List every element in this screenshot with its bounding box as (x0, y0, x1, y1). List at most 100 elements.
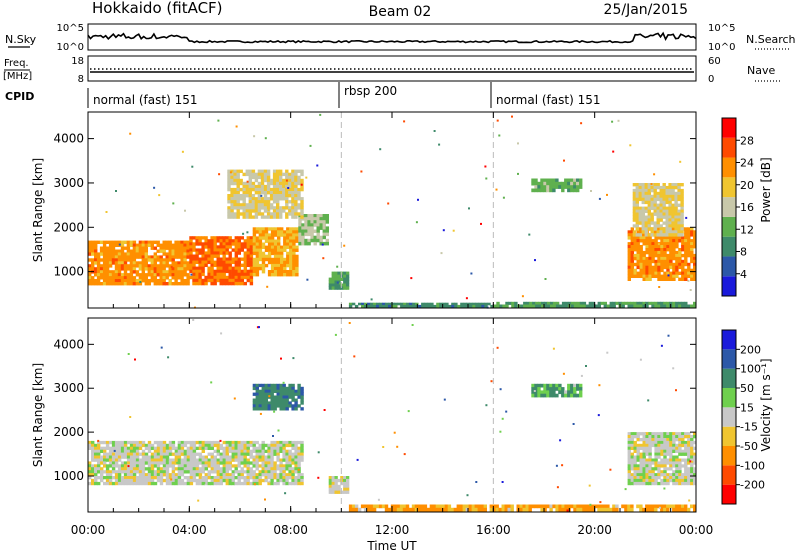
data-cell (648, 277, 652, 281)
data-cell (261, 242, 266, 246)
data-cell (671, 206, 675, 210)
data-cell (360, 504, 365, 509)
data-cell (219, 476, 223, 480)
data-cell (653, 203, 657, 207)
data-cell (462, 507, 466, 512)
data-cell (276, 203, 280, 207)
data-cell (189, 481, 194, 486)
scatter-cell (598, 384, 601, 387)
data-cell (236, 209, 240, 213)
data-cell (91, 446, 95, 450)
data-cell (141, 455, 146, 459)
data-cell (665, 188, 669, 193)
data-cell (263, 191, 268, 195)
data-cell (201, 272, 205, 277)
data-cell (288, 461, 292, 465)
data-cell (693, 239, 697, 243)
data-cell (258, 254, 263, 259)
data-cell (192, 278, 196, 283)
data-cell (234, 245, 238, 249)
data-cell (225, 461, 229, 465)
scatter-cell (191, 165, 194, 168)
data-cell (132, 267, 137, 271)
data-cell (501, 504, 505, 509)
data-cell (91, 443, 95, 448)
data-cell (291, 481, 295, 486)
data-cell (132, 461, 137, 465)
noise-right-label: N.Search (746, 33, 796, 46)
data-cell (346, 484, 350, 489)
data-cell (261, 245, 266, 249)
scatter-cell (284, 492, 287, 495)
data-cell (132, 464, 137, 468)
data-cell (672, 227, 676, 231)
data-cell (564, 301, 569, 305)
data-cell (630, 239, 634, 243)
data-cell (261, 443, 265, 448)
data-cell (186, 481, 191, 486)
data-cell (294, 452, 298, 456)
data-cell (663, 265, 667, 270)
data-cell (627, 248, 631, 252)
data-cell (662, 209, 666, 213)
data-cell (129, 464, 134, 468)
data-cell (117, 279, 122, 283)
data-cell (525, 507, 529, 512)
data-cell (660, 435, 664, 439)
data-cell (255, 389, 259, 393)
data-cell (147, 449, 152, 453)
data-cell (270, 392, 274, 396)
data-cell (546, 188, 550, 193)
data-cell (297, 404, 301, 408)
data-cell (255, 440, 259, 445)
data-cell (207, 278, 211, 283)
data-cell (126, 481, 131, 486)
data-cell (627, 245, 631, 249)
data-cell (675, 504, 679, 509)
data-cell (260, 206, 265, 210)
data-cell (334, 490, 338, 494)
data-cell (231, 452, 235, 456)
data-cell (102, 243, 107, 247)
data-cell (636, 443, 640, 448)
data-cell (264, 386, 268, 391)
data-cell (475, 302, 479, 306)
data-cell (105, 279, 110, 283)
data-cell (255, 257, 260, 262)
data-cell (213, 443, 217, 448)
data-cell (687, 440, 691, 445)
data-cell (288, 191, 292, 195)
data-cell (150, 452, 155, 456)
scatter-cell (555, 464, 558, 467)
data-cell (671, 197, 675, 202)
data-cell (114, 279, 119, 283)
data-cell (684, 461, 688, 465)
data-cell (252, 443, 256, 448)
data-cell (294, 194, 298, 198)
data-cell (233, 194, 237, 198)
data-cell (279, 209, 283, 213)
data-cell (547, 301, 551, 305)
data-cell (240, 452, 244, 456)
data-cell (477, 504, 481, 509)
data-cell (180, 240, 184, 244)
data-cell (97, 467, 101, 471)
data-cell (108, 240, 113, 244)
scatter-cell (470, 272, 473, 275)
data-cell (690, 259, 694, 264)
data-cell (690, 304, 694, 308)
data-cell (573, 390, 577, 395)
data-cell (282, 206, 286, 210)
data-cell (675, 438, 679, 442)
data-cell (254, 178, 259, 183)
data-cell (198, 278, 202, 283)
data-cell (280, 227, 284, 231)
scatter-cell (268, 480, 271, 483)
data-cell (286, 270, 290, 274)
data-cell (635, 218, 639, 222)
data-cell (141, 270, 145, 274)
data-cell (642, 470, 646, 474)
data-cell (272, 184, 277, 189)
data-cell (570, 188, 574, 193)
data-cell (237, 446, 241, 450)
